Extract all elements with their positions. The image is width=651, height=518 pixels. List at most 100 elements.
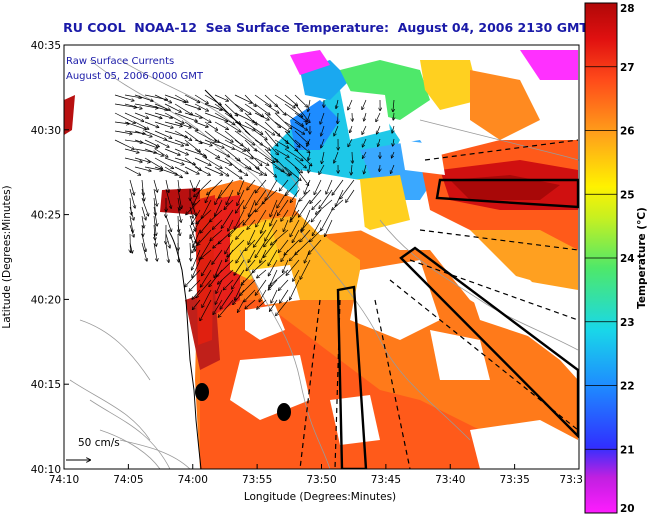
map-panel: Raw Surface Currents August 05, 2006 000… <box>64 45 579 469</box>
current-vector <box>332 199 344 210</box>
current-vector <box>271 229 289 245</box>
current-vector <box>312 219 322 235</box>
current-vector <box>224 139 245 151</box>
current-vector <box>270 269 289 285</box>
colorbar-tick-label: 22 <box>620 381 635 393</box>
current-vector <box>193 229 201 247</box>
current-vector <box>234 259 245 275</box>
current-vector <box>274 94 295 108</box>
current-vector <box>255 199 267 212</box>
current-vector <box>268 249 278 266</box>
current-vector <box>319 164 325 174</box>
current-vector <box>284 157 302 173</box>
current-vector <box>210 209 223 222</box>
current-vector <box>124 166 140 175</box>
current-vector <box>189 179 194 191</box>
current-vector <box>134 166 151 171</box>
current-vector <box>236 199 245 213</box>
current-vector <box>195 179 201 191</box>
current-vector <box>224 121 240 132</box>
y-tick-label: 40:25 <box>31 210 61 222</box>
current-vector <box>224 94 242 111</box>
current-vector <box>189 233 195 251</box>
current-vector <box>321 209 333 231</box>
current-vector <box>244 148 262 166</box>
current-vector <box>261 219 267 233</box>
current-vector <box>264 229 278 247</box>
current-vector <box>141 206 146 220</box>
map-title: RU COOL NOAA-12 Sea Surface Temperature:… <box>63 20 588 35</box>
scale-label: 50 cm/s <box>78 437 120 449</box>
current-vector <box>281 209 289 221</box>
current-vector <box>290 219 300 237</box>
y-axis-label: Latitude (Degrees:Minutes) <box>1 185 13 328</box>
current-vector <box>154 148 168 157</box>
current-vector <box>114 94 134 101</box>
current-vector <box>244 103 263 117</box>
current-vector <box>144 112 162 118</box>
current-vector <box>144 121 159 127</box>
current-vector <box>277 199 289 215</box>
current-vector <box>237 189 245 205</box>
current-vector <box>190 242 191 261</box>
current-vector <box>294 121 307 130</box>
current-vector <box>153 197 156 215</box>
current-vector <box>178 242 179 262</box>
current-vector <box>274 103 286 115</box>
study-boxes <box>336 178 579 469</box>
current-vector <box>164 103 181 112</box>
current-vector <box>260 249 267 263</box>
current-vector <box>224 199 234 209</box>
current-vector <box>153 215 156 235</box>
current-vector <box>274 121 289 132</box>
current-vector <box>184 148 205 156</box>
current-vector <box>244 289 256 302</box>
current-vector <box>178 215 179 232</box>
y-tick-label: 40:15 <box>31 379 61 391</box>
current-vector <box>234 148 253 159</box>
current-vector <box>194 130 216 142</box>
current-vector <box>229 219 245 236</box>
current-vector <box>290 249 300 261</box>
current-vector <box>192 209 201 224</box>
current-vector <box>200 219 212 233</box>
current-vector <box>259 289 267 302</box>
x-tick-label: 74:10 <box>49 474 79 486</box>
current-vector <box>274 112 291 129</box>
current-vector <box>215 199 223 216</box>
current-vector <box>184 166 199 174</box>
current-vector <box>232 269 245 289</box>
current-vector <box>174 112 197 121</box>
station-marker <box>277 403 291 421</box>
current-vector <box>220 289 234 309</box>
current-vector <box>293 269 300 281</box>
current-vector <box>234 94 252 103</box>
x-axis-label: Longitude (Degrees:Minutes) <box>244 491 396 503</box>
current-vector <box>114 103 136 107</box>
current-vector <box>141 197 148 216</box>
current-vector <box>129 215 133 232</box>
colorbar-tick-label: 23 <box>620 317 635 329</box>
current-vector <box>214 157 231 165</box>
current-vector <box>154 103 170 110</box>
current-vector <box>294 112 307 121</box>
current-vector <box>284 166 301 180</box>
current-vector <box>236 249 245 263</box>
current-vector <box>218 299 234 317</box>
current-vector <box>226 249 234 262</box>
current-vector <box>292 229 300 242</box>
current-vector <box>141 188 144 201</box>
current-vector <box>189 215 196 231</box>
current-vector <box>268 259 278 276</box>
current-vector <box>154 121 173 128</box>
current-vector <box>141 242 147 261</box>
current-vector <box>192 299 201 309</box>
current-vector <box>213 219 223 229</box>
current-vector <box>393 138 394 146</box>
current-vector <box>321 125 325 136</box>
current-vector <box>134 112 148 118</box>
current-vector <box>362 125 367 134</box>
current-vector <box>219 179 234 198</box>
current-vector <box>245 299 256 308</box>
current-vector <box>254 229 267 247</box>
